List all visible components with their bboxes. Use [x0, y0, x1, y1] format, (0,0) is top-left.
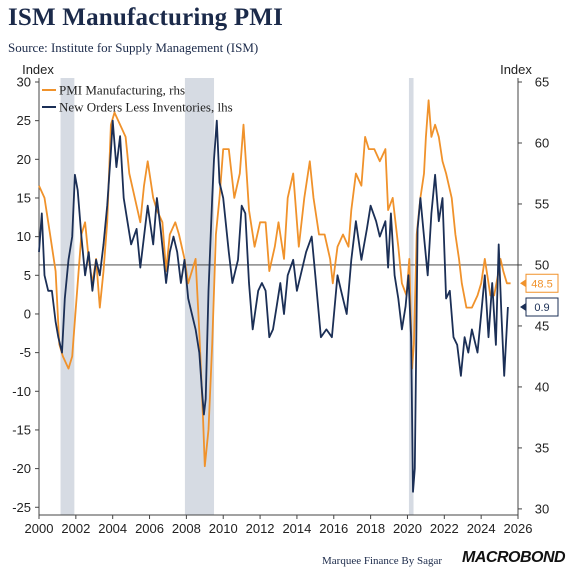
x-tick-label: 2020 — [393, 521, 422, 536]
y-right-tick-label: 45 — [535, 318, 549, 333]
y-right-tick-label: 50 — [535, 257, 549, 272]
y-right-tick-label: 30 — [535, 501, 549, 516]
y-left-tick-label: -20 — [12, 461, 31, 476]
x-tick-label: 2022 — [430, 521, 459, 536]
end-value-label: 0.9 — [534, 302, 549, 314]
x-tick-label: 2018 — [356, 521, 385, 536]
y-left-tick-label: 20 — [17, 152, 31, 167]
y-left-tick-label: -10 — [12, 384, 31, 399]
legend-label: New Orders Less Inventories, lhs — [59, 100, 233, 115]
new-orders-series-line — [38, 119, 509, 493]
end-value-pointer — [520, 303, 526, 312]
end-value-label: 48.5 — [531, 278, 552, 290]
y-right-tick-label: 55 — [535, 196, 549, 211]
y-left-tick-label: 30 — [17, 75, 31, 90]
y-right-tick-label: 40 — [535, 379, 549, 394]
y-left-tick-label: 5 — [24, 268, 31, 283]
recession-band — [184, 78, 215, 515]
y-left-axis-label: Index — [22, 62, 54, 77]
recession-band — [60, 78, 75, 515]
chart-title: ISM Manufacturing PMI — [8, 4, 284, 31]
y-left-tick-label: 0 — [24, 306, 31, 321]
chart-subtitle: Source: Institute for Supply Management … — [8, 40, 259, 55]
footer-credit: Marquee Finance By Sagar — [322, 555, 443, 567]
macrobond-logo: MACROBOND — [462, 549, 566, 566]
y-left-tick-label: 15 — [17, 190, 31, 205]
x-tick-label: 2000 — [25, 521, 54, 536]
y-right-tick-label: 65 — [535, 75, 549, 90]
y-left-tick-label: -15 — [12, 422, 31, 437]
x-tick-label: 2016 — [319, 521, 348, 536]
x-tick-label: 2008 — [172, 521, 201, 536]
y-right-tick-label: 35 — [535, 440, 549, 455]
y-left-tick-label: 10 — [17, 229, 31, 244]
pmi-series-line — [38, 99, 511, 468]
x-tick-label: 2012 — [246, 521, 275, 536]
x-tick-label: 2026 — [504, 521, 533, 536]
x-tick-label: 2024 — [467, 521, 496, 536]
x-tick-label: 2010 — [209, 521, 238, 536]
recession-band — [408, 78, 414, 515]
y-left-tick-label: -5 — [19, 345, 31, 360]
y-right-axis-label: Index — [500, 62, 532, 77]
y-left-tick-label: 25 — [17, 113, 31, 128]
x-tick-label: 2006 — [135, 521, 164, 536]
legend-label: PMI Manufacturing, rhs — [59, 83, 185, 98]
y-right-tick-label: 60 — [535, 135, 549, 150]
end-value-pointer — [520, 279, 526, 288]
x-tick-label: 2002 — [61, 521, 90, 536]
x-tick-label: 2014 — [282, 521, 311, 536]
x-tick-label: 2004 — [98, 521, 127, 536]
y-left-tick-label: -25 — [12, 500, 31, 515]
